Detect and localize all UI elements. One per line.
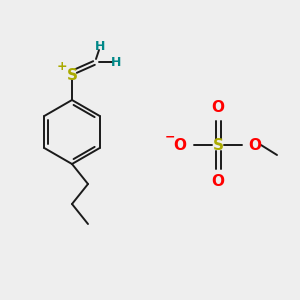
Text: O: O — [173, 137, 187, 152]
Text: S: S — [67, 68, 77, 82]
Text: O: O — [212, 100, 224, 116]
Text: S: S — [212, 137, 224, 152]
Text: +: + — [57, 61, 67, 74]
Text: O: O — [248, 137, 262, 152]
Text: O: O — [212, 175, 224, 190]
Text: −: − — [165, 130, 175, 143]
Text: H: H — [111, 56, 121, 70]
Text: H: H — [95, 40, 105, 53]
